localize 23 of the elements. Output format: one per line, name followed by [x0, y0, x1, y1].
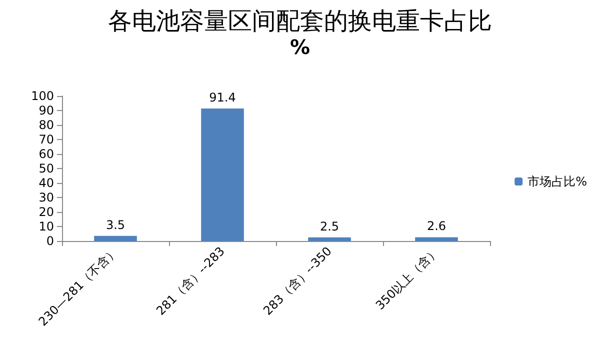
y-tick-label: 100 [31, 89, 54, 103]
y-tick-label: 0 [46, 234, 54, 248]
y-tick-label: 70 [38, 132, 54, 146]
y-tick-label: 20 [38, 205, 54, 219]
y-tick-label: 60 [38, 147, 54, 161]
y-tick-label: 10 [38, 220, 54, 234]
x-tick-label: 350以上（含） [372, 244, 442, 313]
data-label: 91.4 [209, 90, 236, 104]
legend-label: 市场占比% [528, 174, 588, 188]
data-label: 2.6 [426, 219, 446, 234]
y-tick-label: 40 [38, 176, 54, 190]
bar [308, 237, 351, 241]
chart-title: 各电池容量区间配套的换电重卡占比 [108, 7, 492, 35]
bar [94, 236, 137, 241]
bar [201, 108, 244, 241]
bar [415, 237, 458, 241]
chart-subtitle: % [290, 35, 310, 59]
y-tick-label: 50 [38, 162, 54, 176]
data-label: 3.5 [106, 218, 126, 232]
y-tick-label: 80 [38, 118, 54, 132]
data-label: 2.5 [320, 219, 340, 234]
y-tick-label: 90 [38, 104, 54, 118]
y-tick-label: 30 [38, 190, 54, 204]
